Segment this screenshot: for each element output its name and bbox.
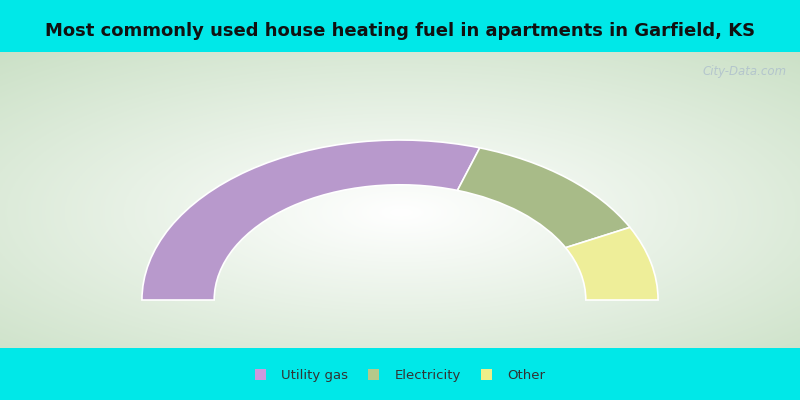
Wedge shape: [566, 227, 658, 300]
Wedge shape: [142, 140, 480, 300]
Wedge shape: [458, 148, 630, 248]
Text: Most commonly used house heating fuel in apartments in Garfield, KS: Most commonly used house heating fuel in…: [45, 22, 755, 40]
Legend: Utility gas, Electricity, Other: Utility gas, Electricity, Other: [250, 364, 550, 388]
Text: City-Data.com: City-Data.com: [703, 65, 787, 78]
